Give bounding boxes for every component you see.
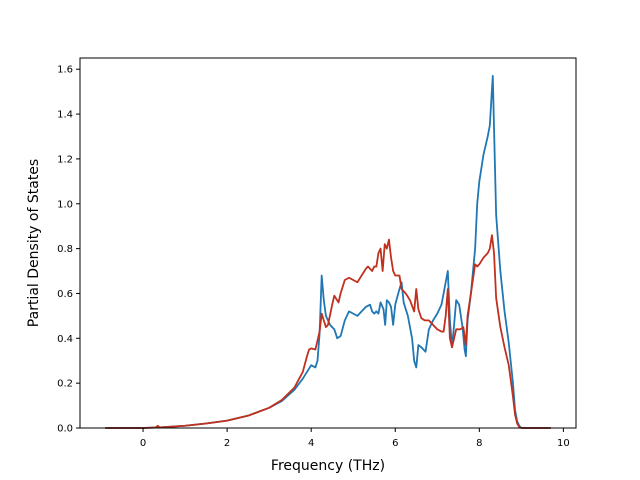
x-axis-ticks: 0 2 4 6 8 10 bbox=[140, 428, 570, 449]
axes-frame bbox=[79, 57, 577, 429]
y-tick-label: 0.4 bbox=[57, 334, 73, 345]
x-tick-label: 4 bbox=[308, 438, 314, 449]
y-tick-label: 0.6 bbox=[57, 289, 73, 300]
series-line-1 bbox=[105, 75, 551, 429]
y-tick-label: 1.6 bbox=[57, 65, 73, 76]
x-tick-label: 8 bbox=[476, 438, 482, 449]
series-line-2 bbox=[105, 234, 551, 429]
y-tick-label: 0.2 bbox=[57, 379, 73, 390]
y-tick-label: 1.0 bbox=[57, 199, 73, 210]
x-tick-label: 10 bbox=[557, 438, 570, 449]
y-axis-ticks: 0.0 0.2 0.4 0.6 0.8 1.0 1.2 1.4 1.6 bbox=[57, 65, 80, 435]
y-tick-label: 1.4 bbox=[57, 110, 73, 121]
y-tick-label: 0.8 bbox=[57, 244, 73, 255]
x-tick-label: 0 bbox=[140, 438, 146, 449]
y-axis-label: Partial Density of States bbox=[26, 159, 42, 327]
y-tick-label: 0.0 bbox=[57, 424, 73, 435]
x-axis-label: Frequency (THz) bbox=[271, 458, 385, 474]
x-tick-label: 2 bbox=[224, 438, 230, 449]
y-tick-label: 1.2 bbox=[57, 154, 73, 165]
x-tick-label: 6 bbox=[392, 438, 398, 449]
series-layer bbox=[105, 75, 551, 429]
